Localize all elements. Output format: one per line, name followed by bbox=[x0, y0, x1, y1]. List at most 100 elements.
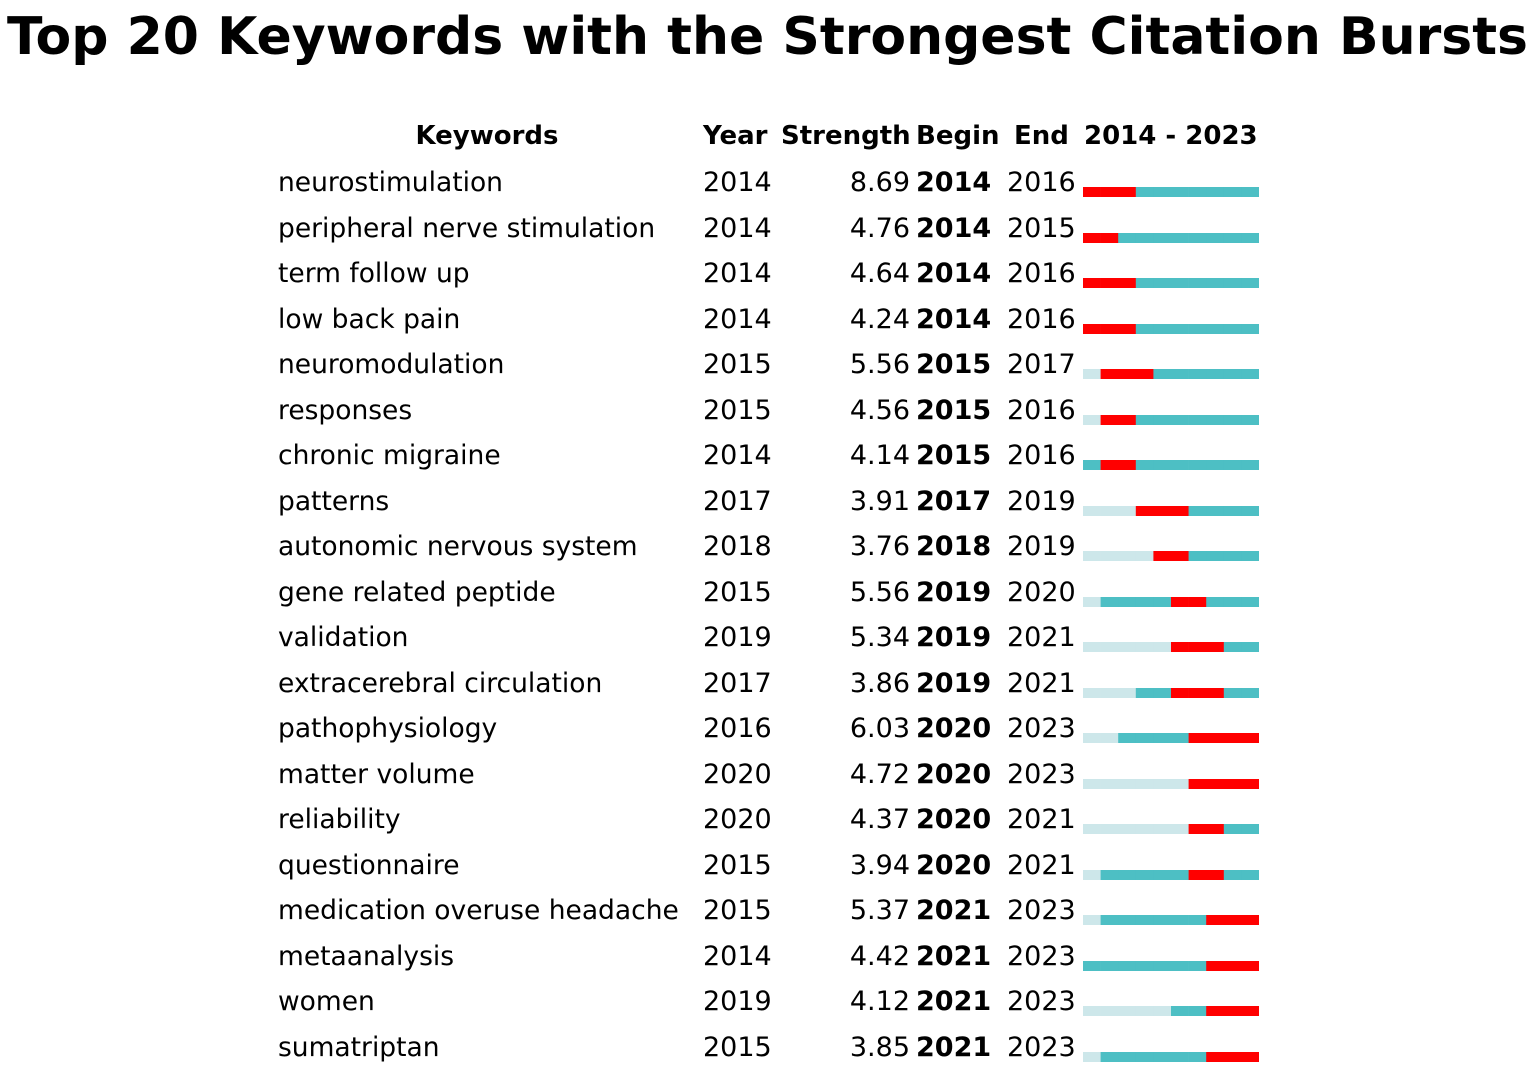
burst-segment bbox=[1100, 278, 1119, 288]
inactive-segment bbox=[1118, 687, 1137, 698]
burst-timeline bbox=[1083, 369, 1259, 379]
burst-segment bbox=[1188, 869, 1207, 880]
active-segment bbox=[1100, 869, 1119, 880]
strength-cell: 4.24 bbox=[849, 303, 910, 335]
burst-segment bbox=[1241, 1006, 1259, 1016]
end-cell: 2016 bbox=[1007, 167, 1076, 198]
active-segment bbox=[1171, 414, 1189, 425]
inactive-segment bbox=[1171, 778, 1189, 789]
begin-cell: 2020 bbox=[916, 713, 992, 744]
burst-segment bbox=[1153, 551, 1172, 561]
burst-segment bbox=[1083, 323, 1101, 334]
active-segment bbox=[1223, 323, 1242, 334]
active-segment bbox=[1135, 460, 1154, 470]
table-row: term follow up 2014 4.64 2014 2016 bbox=[0, 251, 1535, 296]
active-segment bbox=[1100, 960, 1119, 971]
burst-timeline bbox=[1083, 915, 1259, 925]
year-cell: 2018 bbox=[703, 531, 772, 562]
strength-cell: 4.64 bbox=[849, 258, 910, 289]
active-segment bbox=[1135, 960, 1154, 971]
year-cell: 2014 bbox=[703, 212, 772, 244]
strength-cell: 4.72 bbox=[849, 758, 910, 790]
table-row: responses 2015 4.56 2015 2016 bbox=[0, 388, 1535, 433]
active-segment bbox=[1188, 232, 1207, 243]
active-segment bbox=[1135, 232, 1154, 243]
burst-segment bbox=[1188, 642, 1207, 652]
year-cell: 2015 bbox=[703, 576, 772, 608]
strength-cell: 3.86 bbox=[849, 667, 910, 699]
burst-segment bbox=[1223, 778, 1242, 789]
active-segment bbox=[1118, 869, 1137, 880]
burst-timeline bbox=[1083, 551, 1259, 561]
burst-segment bbox=[1100, 460, 1119, 470]
year-cell: 2015 bbox=[703, 849, 772, 881]
burst-segment bbox=[1223, 1051, 1242, 1062]
active-segment bbox=[1206, 414, 1225, 425]
burst-timeline bbox=[1083, 687, 1259, 698]
active-segment bbox=[1100, 1051, 1119, 1062]
year-cell: 2017 bbox=[703, 667, 772, 699]
begin-cell: 2014 bbox=[916, 167, 992, 198]
active-segment bbox=[1083, 960, 1101, 971]
active-segment bbox=[1241, 869, 1259, 880]
active-segment bbox=[1135, 414, 1154, 425]
burst-segment bbox=[1135, 505, 1154, 516]
burst-segment bbox=[1135, 369, 1154, 379]
burst-timeline bbox=[1083, 824, 1259, 834]
burst-segment bbox=[1206, 687, 1225, 698]
burst-segment bbox=[1188, 824, 1207, 834]
active-segment bbox=[1171, 960, 1189, 971]
table-row: patterns 2017 3.91 2017 2019 bbox=[0, 479, 1535, 524]
burst-segment bbox=[1223, 733, 1242, 743]
inactive-segment bbox=[1083, 414, 1101, 425]
burst-segment bbox=[1100, 414, 1119, 425]
active-segment bbox=[1241, 187, 1259, 197]
keyword-cell: sumatriptan bbox=[278, 1031, 440, 1063]
begin-cell: 2019 bbox=[916, 576, 992, 608]
keyword-cell: validation bbox=[278, 622, 409, 653]
active-segment bbox=[1171, 869, 1189, 880]
active-segment bbox=[1188, 960, 1207, 971]
burst-segment bbox=[1188, 733, 1207, 743]
begin-cell: 2021 bbox=[916, 895, 992, 926]
active-segment bbox=[1241, 824, 1259, 834]
active-segment bbox=[1118, 960, 1137, 971]
end-cell: 2016 bbox=[1007, 303, 1076, 335]
burst-segment bbox=[1171, 551, 1189, 561]
inactive-segment bbox=[1083, 733, 1101, 743]
inactive-segment bbox=[1100, 733, 1119, 743]
burst-segment bbox=[1118, 369, 1137, 379]
inactive-segment bbox=[1135, 778, 1154, 789]
burst-timeline bbox=[1083, 869, 1259, 880]
end-cell: 2023 bbox=[1007, 986, 1076, 1017]
burst-segment bbox=[1118, 460, 1137, 470]
active-segment bbox=[1241, 551, 1259, 561]
active-segment bbox=[1241, 414, 1259, 425]
burst-segment bbox=[1241, 915, 1259, 925]
end-cell: 2019 bbox=[1007, 485, 1076, 517]
year-cell: 2014 bbox=[703, 303, 772, 335]
burst-segment bbox=[1206, 642, 1225, 652]
table-row: low back pain 2014 4.24 2014 2016 bbox=[0, 297, 1535, 342]
inactive-segment bbox=[1118, 551, 1137, 561]
begin-cell: 2015 bbox=[916, 349, 992, 380]
year-cell: 2017 bbox=[703, 485, 772, 517]
burst-segment bbox=[1083, 187, 1101, 197]
active-segment bbox=[1223, 232, 1242, 243]
inactive-segment bbox=[1135, 642, 1154, 652]
active-segment bbox=[1153, 869, 1172, 880]
active-segment bbox=[1206, 505, 1225, 516]
begin-cell: 2014 bbox=[916, 258, 992, 289]
inactive-segment bbox=[1153, 1006, 1172, 1016]
burst-segment bbox=[1223, 1006, 1242, 1016]
active-segment bbox=[1171, 369, 1189, 379]
year-cell: 2016 bbox=[703, 713, 772, 744]
end-cell: 2023 bbox=[1007, 1031, 1076, 1063]
strength-cell: 4.42 bbox=[849, 940, 910, 972]
burst-timeline bbox=[1083, 505, 1259, 516]
burst-timeline bbox=[1083, 1051, 1259, 1062]
strength-cell: 4.37 bbox=[849, 804, 910, 835]
inactive-segment bbox=[1083, 369, 1101, 379]
active-segment bbox=[1223, 505, 1242, 516]
active-segment bbox=[1188, 460, 1207, 470]
